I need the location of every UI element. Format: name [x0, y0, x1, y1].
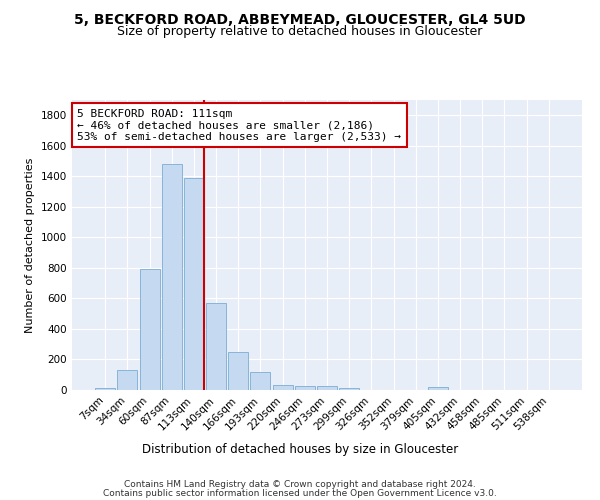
Bar [206, 303, 226, 390]
Bar [250, 372, 271, 390]
Bar [95, 388, 115, 390]
Text: 5 BECKFORD ROAD: 111sqm
← 46% of detached houses are smaller (2,186)
53% of semi: 5 BECKFORD ROAD: 111sqm ← 46% of detache… [77, 108, 401, 142]
Bar [317, 386, 337, 390]
Text: Contains HM Land Registry data © Crown copyright and database right 2024.: Contains HM Land Registry data © Crown c… [124, 480, 476, 489]
Bar [272, 384, 293, 390]
Bar [295, 386, 315, 390]
Text: Size of property relative to detached houses in Gloucester: Size of property relative to detached ho… [118, 25, 482, 38]
Bar [228, 352, 248, 390]
Text: Distribution of detached houses by size in Gloucester: Distribution of detached houses by size … [142, 442, 458, 456]
Bar [118, 370, 137, 390]
Bar [428, 387, 448, 390]
Bar [162, 164, 182, 390]
Bar [339, 388, 359, 390]
Y-axis label: Number of detached properties: Number of detached properties [25, 158, 35, 332]
Text: 5, BECKFORD ROAD, ABBEYMEAD, GLOUCESTER, GL4 5UD: 5, BECKFORD ROAD, ABBEYMEAD, GLOUCESTER,… [74, 12, 526, 26]
Text: Contains public sector information licensed under the Open Government Licence v3: Contains public sector information licen… [103, 489, 497, 498]
Bar [184, 178, 204, 390]
Bar [140, 268, 160, 390]
